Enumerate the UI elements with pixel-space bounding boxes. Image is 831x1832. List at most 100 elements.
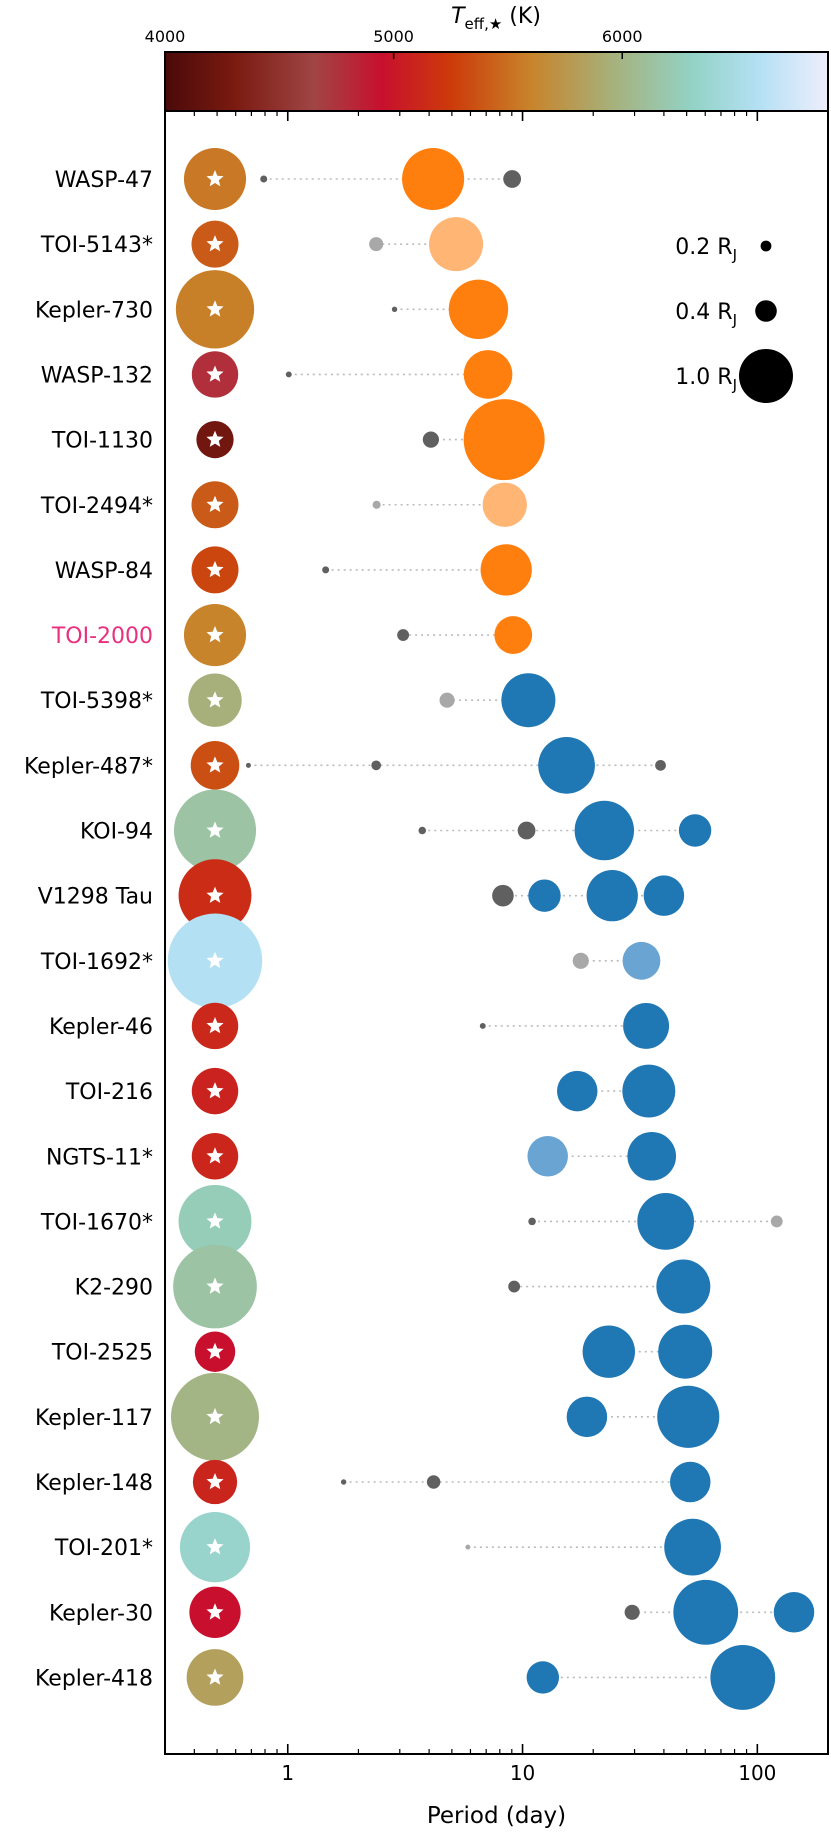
colorbar-tick-label-2: 6000 — [602, 27, 643, 46]
star-icon — [206, 886, 224, 903]
planet-16-1 — [637, 1193, 695, 1250]
planet-18-1 — [658, 1324, 713, 1379]
star-icon — [206, 756, 224, 773]
size-legend: 0.2 RJ 0.4 RJ 1.0 RJ — [675, 235, 793, 403]
star-icon — [206, 235, 224, 252]
colorbar-label: Teff,★ (K) — [451, 4, 541, 33]
colorbar-tick-label-1: 5000 — [373, 27, 414, 46]
planet-9-1 — [371, 760, 382, 771]
planet-15-1 — [627, 1131, 677, 1181]
planet-10-2 — [574, 800, 635, 861]
system-label-21: TOI-201* — [54, 1536, 153, 1561]
system-label-1: TOI-5143* — [40, 233, 153, 258]
system-label-23: Kepler-418 — [35, 1666, 153, 1691]
planet-8-0 — [439, 692, 455, 708]
x-axis-label: Period (day) — [427, 1803, 566, 1829]
planet-5-0 — [372, 500, 381, 509]
x-tick-label-2: 100 — [738, 1761, 776, 1785]
planet-6-0 — [322, 566, 330, 574]
star-icon — [206, 560, 224, 578]
planet-20-0 — [340, 1479, 347, 1485]
planet-17-1 — [656, 1259, 711, 1314]
planet-22-1 — [673, 1579, 739, 1645]
planet-13-0 — [479, 1022, 486, 1029]
star-icon — [206, 430, 224, 447]
planet-17-0 — [508, 1280, 521, 1293]
planet-23-1 — [710, 1645, 776, 1710]
plot-frame — [164, 110, 829, 1755]
star-icon — [206, 1342, 224, 1359]
planet-10-0 — [418, 826, 427, 835]
planet-9-0 — [245, 762, 251, 768]
planet-2-0 — [391, 306, 398, 312]
x-tick-label-1: 10 — [510, 1761, 535, 1785]
planet-2-1 — [448, 279, 509, 339]
colorbar: 4000 5000 6000 Teff,★ (K) — [145, 4, 829, 112]
planet-0-0 — [260, 175, 268, 183]
host-stars — [167, 147, 263, 1706]
legend-marker-2 — [739, 349, 793, 403]
system-label-4: TOI-1130 — [51, 429, 153, 454]
colorbar-gradient — [164, 51, 829, 112]
system-label-14: TOI-216 — [65, 1080, 153, 1105]
planet-22-0 — [624, 1604, 640, 1620]
system-labels: WASP-47 TOI-5143* Kepler-730 WASP-132 TOI-11… — [24, 168, 153, 1691]
star-icon — [206, 1212, 224, 1229]
star-icon — [206, 1538, 224, 1555]
system-label-9: Kepler-487* — [24, 754, 153, 779]
star-icon — [206, 1407, 224, 1425]
planet-19-0 — [566, 1396, 608, 1438]
planet-10-1 — [517, 821, 536, 840]
x-axis: 1 10 100 Period (day) — [164, 111, 829, 1829]
planet-11-2 — [586, 870, 638, 922]
star-icon — [206, 365, 224, 382]
planet-15-0 — [527, 1136, 568, 1177]
planet-16-2 — [770, 1215, 783, 1228]
star-icon — [206, 1603, 224, 1620]
system-label-6: WASP-84 — [55, 559, 153, 584]
system-label-15: NGTS-11* — [46, 1145, 153, 1170]
legend-label-1: 0.4 RJ — [675, 300, 737, 329]
star-icon — [206, 1668, 224, 1685]
planet-9-3 — [655, 759, 666, 771]
system-label-16: TOI-1670* — [40, 1210, 153, 1235]
planet-6-1 — [480, 544, 532, 596]
planet-4-0 — [422, 431, 439, 448]
system-label-18: TOI-2525 — [51, 1341, 153, 1366]
planet-11-1 — [528, 879, 561, 912]
system-label-13: Kepler-46 — [49, 1015, 153, 1040]
planet-7-1 — [494, 616, 533, 654]
planet-8-1 — [501, 673, 556, 728]
system-label-12: TOI-1692* — [40, 950, 153, 975]
planet-0-2 — [503, 170, 522, 188]
colorbar-tick-label-0: 4000 — [145, 27, 186, 46]
planet-12-0 — [572, 952, 589, 969]
system-label-7: TOI-2000 — [51, 624, 153, 649]
planet-16-0 — [528, 1217, 536, 1226]
star-icon — [206, 1082, 224, 1099]
planet-23-0 — [526, 1661, 560, 1694]
planet-20-2 — [670, 1461, 711, 1503]
system-label-19: Kepler-117 — [35, 1406, 153, 1431]
planet-13-1 — [623, 1002, 670, 1049]
planet-3-1 — [463, 350, 513, 399]
star-icon — [206, 1147, 224, 1164]
star-icon — [206, 300, 224, 317]
legend-label-2: 1.0 RJ — [675, 365, 737, 394]
planet-21-0 — [465, 1544, 471, 1550]
star-icon — [206, 1016, 224, 1034]
system-label-2: Kepler-730 — [35, 298, 153, 323]
star-icon — [206, 951, 224, 969]
planet-9-2 — [538, 737, 595, 794]
system-label-11: V1298 Tau — [38, 885, 153, 910]
star-icon — [206, 691, 224, 708]
system-label-3: WASP-132 — [41, 363, 153, 388]
star-icon — [206, 821, 224, 838]
system-label-17: K2-290 — [75, 1276, 153, 1301]
star-icon — [206, 495, 224, 513]
x-tick-label-0: 1 — [281, 1761, 294, 1785]
system-label-10: KOI-94 — [80, 820, 153, 845]
planet-0-1 — [402, 147, 465, 211]
planet-10-3 — [678, 814, 712, 847]
